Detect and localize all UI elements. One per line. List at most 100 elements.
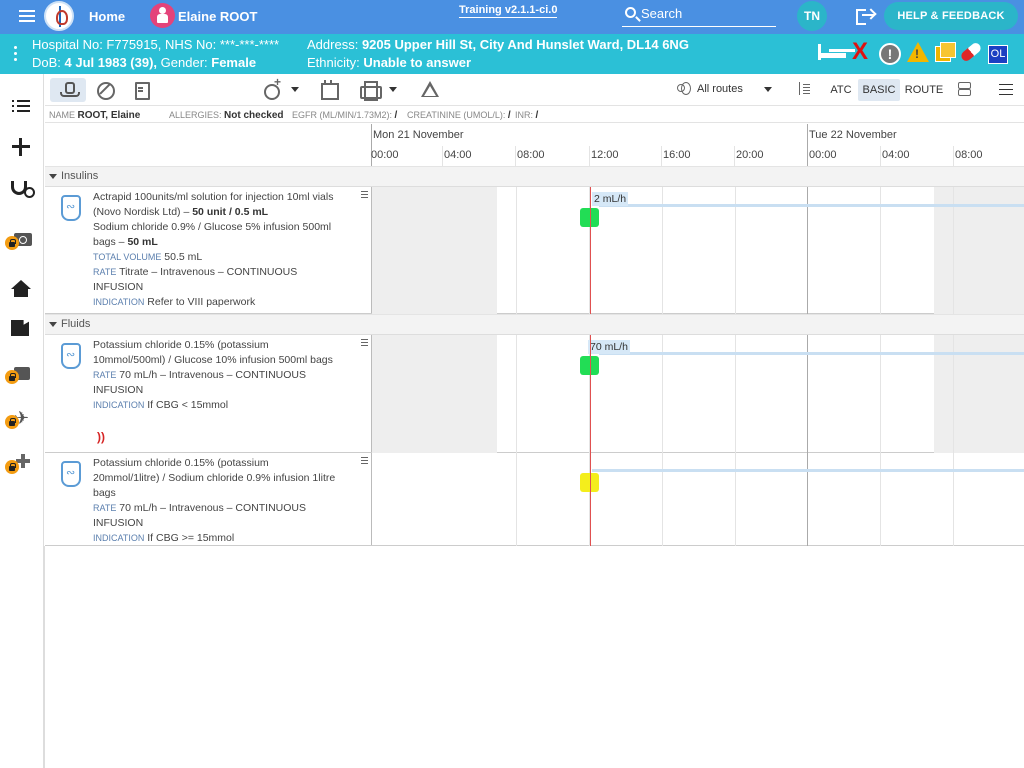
chevron-down-icon[interactable] <box>389 87 397 92</box>
administration-marker[interactable] <box>580 208 599 227</box>
total-volume-label: TOTAL VOLUME <box>93 252 162 262</box>
group-insulins[interactable]: Insulins <box>45 166 1024 187</box>
timeline-header: Mon 21 November Tue 22 November 00:00 04… <box>45 124 1024 167</box>
infusion-bag-icon <box>61 195 81 221</box>
administration-marker[interactable] <box>580 473 599 492</box>
basic-view-button[interactable]: BASIC <box>858 79 900 101</box>
indication-label: INDICATION <box>93 533 145 543</box>
list-icon <box>12 100 30 113</box>
app-logo[interactable] <box>44 1 74 31</box>
medication-row[interactable]: Actrapid 100units/ml solution for inject… <box>45 187 1024 314</box>
add-prescription-icon[interactable] <box>261 75 281 102</box>
print-icon[interactable] <box>359 78 382 102</box>
egfr-info: EGFR (ML/MIN/1.73M2): / <box>292 107 397 124</box>
banner-menu-icon[interactable] <box>14 46 17 61</box>
timeline-cells[interactable] <box>371 453 1024 546</box>
lock-icon <box>5 460 19 474</box>
egfr-label: EGFR (ML/MIN/1.73M2): <box>292 110 393 120</box>
add-icon[interactable] <box>12 138 30 156</box>
stethoscope-icon[interactable] <box>11 181 35 198</box>
administration-marker[interactable] <box>580 356 599 375</box>
user-avatar[interactable]: TN <box>797 1 827 31</box>
rate-tag: 2 mL/h <box>592 192 629 206</box>
address: Address: 9205 Upper Hill St, City And Hu… <box>307 37 689 52</box>
timeline-cells[interactable]: 70 mL/h <box>371 335 1024 453</box>
group-label: Fluids <box>61 318 91 330</box>
indication-value: If CBG >= 15mmol <box>147 532 235 544</box>
group-icon[interactable] <box>958 82 972 96</box>
diluent-name: Sodium chloride 0.9% / Glucose 5% infusi… <box>93 221 332 248</box>
search-icon <box>625 7 636 18</box>
rate-label: RATE <box>93 503 117 513</box>
routes-icon <box>677 78 691 102</box>
row-menu-icon[interactable] <box>361 191 368 198</box>
bed-icon[interactable] <box>818 44 848 64</box>
menu-icon[interactable] <box>999 84 1013 96</box>
gender-value: Female <box>211 55 257 70</box>
med-name: Potassium chloride 0.15% (potassium 10mm… <box>93 339 333 366</box>
creatinine-info: CREATININE (UMOL/L): / <box>407 107 511 124</box>
search-input[interactable]: Search <box>622 5 776 27</box>
timeline-cells[interactable]: 2 mL/h <box>371 187 1024 314</box>
chevron-down-icon[interactable] <box>764 87 772 92</box>
female-patient-icon <box>150 3 175 28</box>
patient-name[interactable]: Elaine ROOT <box>178 9 258 24</box>
medication-row[interactable]: Potassium chloride 0.15% (potassium 20mm… <box>45 453 1024 546</box>
med-name: Actrapid 100units/ml solution for inject… <box>93 191 334 218</box>
alert-icon[interactable]: ! <box>879 43 901 65</box>
dob-value: 4 Jul 1983 (39), <box>64 55 158 70</box>
home-link[interactable]: Home <box>89 9 126 24</box>
document-icon[interactable] <box>133 78 150 102</box>
signal-icon[interactable]: )) <box>97 430 105 444</box>
lock-icon <box>5 415 19 429</box>
administer-view-icon[interactable] <box>50 78 86 102</box>
atc-view-button[interactable]: ATC <box>830 84 852 96</box>
chevron-down-icon[interactable] <box>291 87 299 92</box>
rate-value: Titrate – Intravenous – CONTINUOUS INFUS… <box>93 266 298 293</box>
row-menu-icon[interactable] <box>361 339 368 346</box>
hamburger-menu-icon[interactable] <box>19 10 35 22</box>
indication-value: If CBG < 15mmol <box>147 399 229 411</box>
address-label: Address: <box>307 37 359 52</box>
ethnicity-value: Unable to answer <box>363 55 472 70</box>
inr-label: INR: <box>515 110 533 120</box>
medication-row[interactable]: Potassium chloride 0.15% (potassium 10mm… <box>45 335 1024 453</box>
infusion-bag-icon <box>61 343 81 369</box>
hour-label: 12:00 <box>591 149 619 161</box>
signature-icon[interactable] <box>11 320 29 336</box>
hour-label: 20:00 <box>736 149 764 161</box>
collapse-triangle-icon[interactable] <box>49 174 57 179</box>
inr-value: / <box>535 110 539 121</box>
group-fluids[interactable]: Fluids <box>45 314 1024 335</box>
rate-label: RATE <box>93 267 117 277</box>
search-label: Search <box>641 6 683 21</box>
dob-gender: DoB: 4 Jul 1983 (39), Gender: Female <box>32 55 256 70</box>
add-grey-icon[interactable] <box>16 454 30 468</box>
patient-banner: Hospital No: F775915, NHS No: ***-***-**… <box>0 34 1024 74</box>
medication-details: Actrapid 100units/ml solution for inject… <box>93 190 338 310</box>
row-menu-icon[interactable] <box>361 457 368 464</box>
allergies-label: ALLERGIES: <box>169 110 222 120</box>
warning-outline-icon[interactable] <box>420 78 440 102</box>
calendar-icon[interactable] <box>319 78 339 102</box>
home-medical-icon[interactable] <box>11 280 31 297</box>
infusion-bag-icon <box>61 461 81 487</box>
warning-icon[interactable] <box>907 42 929 62</box>
sort-icon[interactable] <box>797 82 811 96</box>
hour-label: 00:00 <box>371 149 399 161</box>
creatinine-label: CREATININE (UMOL/L): <box>407 110 506 120</box>
chart-toolbar: All routes ATC BASIC ROUTE <box>45 74 1024 106</box>
pill-icon[interactable] <box>959 41 983 63</box>
routes-select[interactable]: All routes <box>697 83 743 95</box>
route-view-button[interactable]: ROUTE <box>904 84 944 96</box>
logout-icon[interactable] <box>856 8 877 25</box>
med-name: Potassium chloride 0.15% (potassium 20mm… <box>93 457 336 499</box>
notes-icon[interactable] <box>935 42 956 62</box>
close-red-x-icon[interactable]: X <box>852 38 869 65</box>
allergies-value: Not checked <box>224 110 284 121</box>
sidebar-item-chart[interactable] <box>0 80 44 124</box>
discontinue-icon[interactable] <box>95 78 115 102</box>
ol-badge[interactable]: OL <box>988 45 1008 64</box>
collapse-triangle-icon[interactable] <box>49 322 57 327</box>
help-feedback-button[interactable]: HELP & FEEDBACK <box>884 2 1018 30</box>
